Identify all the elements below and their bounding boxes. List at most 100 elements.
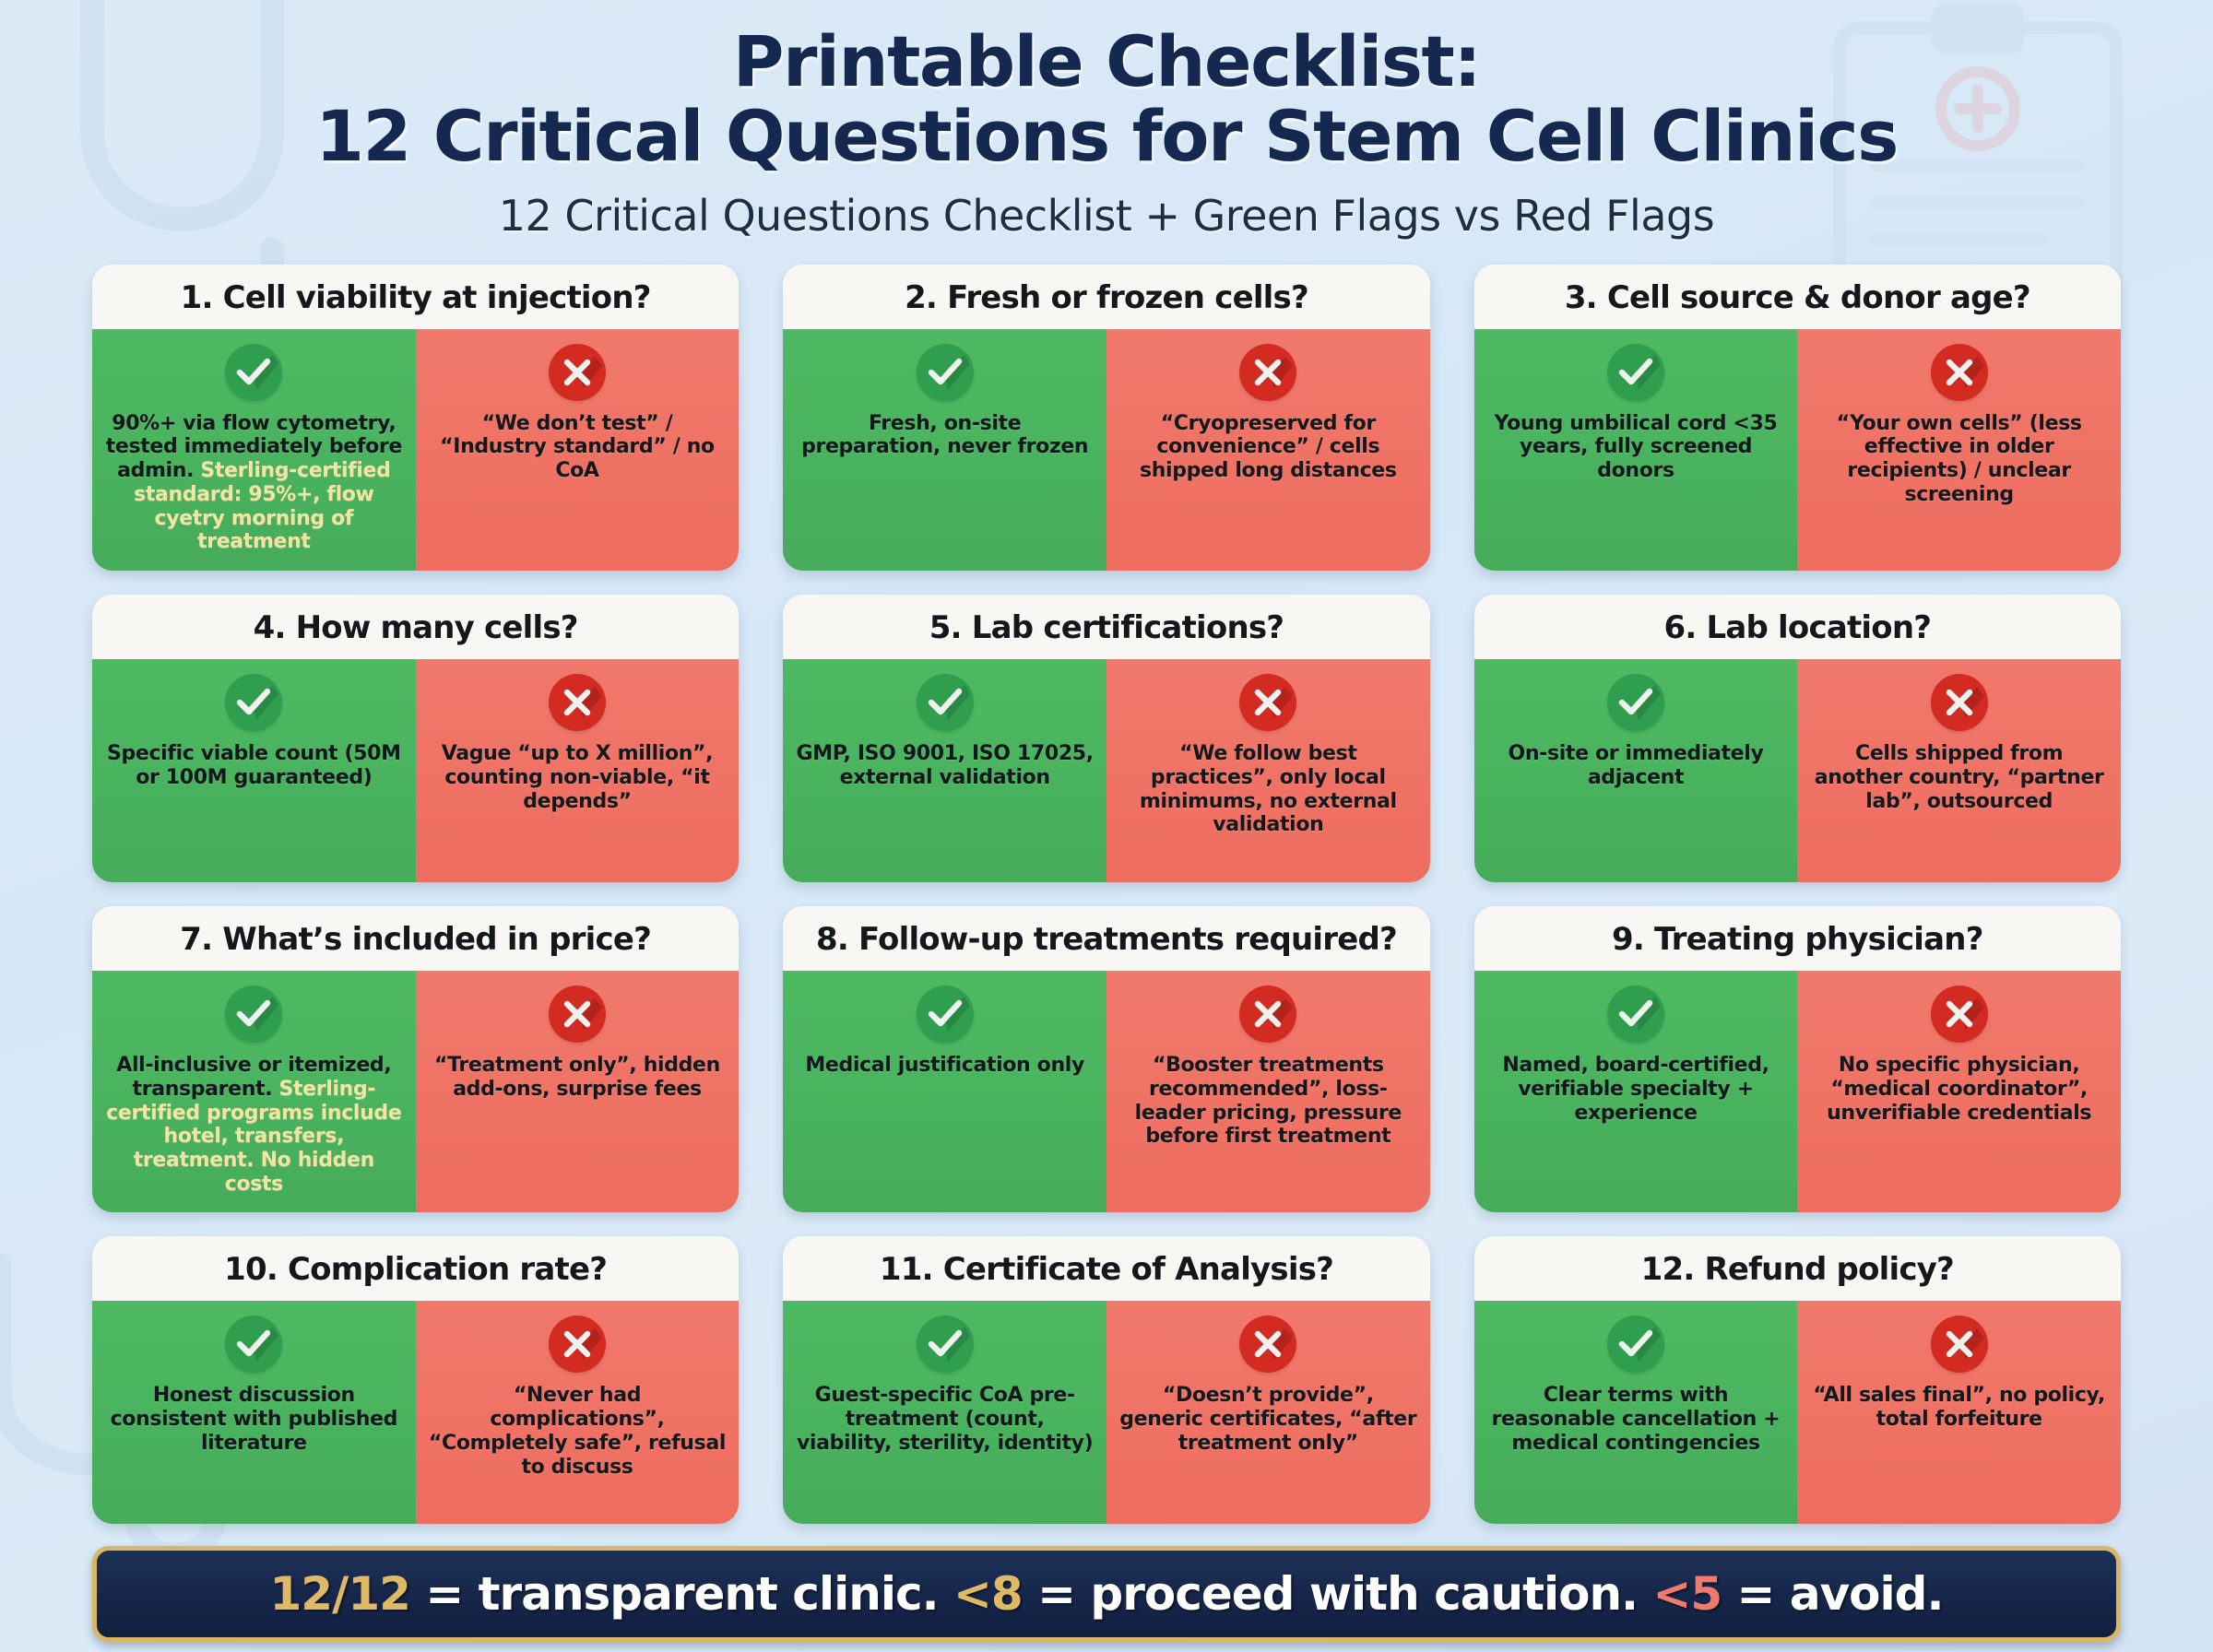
- red-flag-plain: “We follow best practices”, only local m…: [1139, 742, 1397, 837]
- red-flag-plain: “We don’t test” / “Industry standard” / …: [440, 411, 715, 483]
- green-flag-plain: Guest-specific CoA pre-treatment (count,…: [796, 1384, 1094, 1455]
- check-circle-icon: [1606, 674, 1664, 732]
- checklist-card: 3. Cell source & donor age? Young umbilic…: [1473, 264, 2121, 572]
- card-body: All-inclusive or itemized, transparent. …: [92, 971, 740, 1213]
- green-flag-text: Medical justification only: [805, 1054, 1084, 1078]
- x-circle-icon: [1930, 1316, 1988, 1374]
- checklist-card: 11. Certificate of Analysis? Guest-specif…: [783, 1236, 1430, 1525]
- card-title: 8. Follow-up treatments required?: [783, 906, 1430, 972]
- checklist-card: 5. Lab certifications? GMP, ISO 9001, ISO…: [783, 595, 1430, 883]
- card-body: On-site or immediately adjacent Cells shi…: [1473, 659, 2121, 883]
- x-circle-icon: [548, 674, 606, 732]
- green-flag-text: Guest-specific CoA pre-treatment (count,…: [796, 1384, 1094, 1455]
- card-body: 90%+ via flow cytometry, tested immediat…: [92, 328, 740, 572]
- red-flag-plain: “All sales final”, no policy, total forf…: [1813, 1384, 2105, 1432]
- green-flag-text: GMP, ISO 9001, ISO 17025, external valid…: [796, 742, 1095, 789]
- check-circle-icon: [225, 985, 283, 1044]
- checklist-card: 10. Complication rate? Honest discussion …: [92, 1236, 740, 1525]
- red-flag-plain: Vague “up to X million”, counting non-vi…: [441, 742, 714, 813]
- green-flag-plain: All-inclusive or itemized, transparent.: [116, 1054, 392, 1101]
- green-flag-panel: Medical justification only: [783, 971, 1106, 1213]
- red-flag-plain: “Never had complications”, “Completely s…: [428, 1384, 727, 1479]
- check-circle-icon: [916, 985, 974, 1044]
- check-circle-icon: [916, 343, 974, 401]
- score-caution: <8: [953, 1567, 1024, 1622]
- green-flag-panel: Honest discussion consistent with publis…: [92, 1301, 416, 1525]
- x-circle-icon: [548, 985, 606, 1044]
- green-flag-panel: GMP, ISO 9001, ISO 17025, external valid…: [783, 659, 1106, 883]
- red-flag-plain: “Treatment only”, hidden add-ons, surpri…: [434, 1054, 720, 1101]
- red-flag-panel: “Doesn’t provide”, generic certificates,…: [1106, 1301, 1430, 1525]
- x-circle-icon: [1239, 985, 1297, 1044]
- card-title: 3. Cell source & donor age?: [1473, 264, 2121, 329]
- card-title: 1. Cell viability at injection?: [92, 264, 740, 329]
- red-flag-plain: Cells shipped from another country, “par…: [1814, 742, 2104, 813]
- checklist-card: 8. Follow-up treatments required? Medical…: [783, 906, 1430, 1213]
- checklist-card: 12. Refund policy? Clear terms with reaso…: [1473, 1236, 2121, 1525]
- green-flag-panel: Young umbilical cord <35 years, fully sc…: [1473, 328, 1798, 572]
- red-flag-panel: “We follow best practices”, only local m…: [1106, 659, 1430, 883]
- red-flag-panel: “Booster treatments recommended”, loss-l…: [1106, 971, 1430, 1213]
- checklist-grid: 1. Cell viability at injection? 90%+ via …: [92, 264, 2121, 1525]
- red-flag-text: “Treatment only”, hidden add-ons, surpri…: [429, 1054, 727, 1101]
- red-flag-plain: “Doesn’t provide”, generic certificates,…: [1119, 1384, 1417, 1455]
- red-flag-text: Vague “up to X million”, counting non-vi…: [429, 742, 727, 813]
- score-text-3: = avoid.: [1722, 1567, 1945, 1622]
- green-flag-plain: GMP, ISO 9001, ISO 17025, external valid…: [796, 742, 1095, 789]
- check-circle-icon: [225, 674, 283, 732]
- checklist-card: 6. Lab location? On-site or immediately a…: [1473, 595, 2121, 883]
- x-circle-icon: [548, 343, 606, 401]
- red-flag-text: Cells shipped from another country, “par…: [1810, 742, 2108, 813]
- checklist-card: 7. What’s included in price? All-inclusiv…: [92, 906, 740, 1213]
- score-text-2: = proceed with caution.: [1022, 1567, 1653, 1622]
- card-body: GMP, ISO 9001, ISO 17025, external valid…: [783, 659, 1430, 883]
- green-flag-highlight: Sterling-certified programs include hote…: [106, 1077, 402, 1196]
- green-flag-text: Named, board-certified, verifiable speci…: [1487, 1054, 1785, 1125]
- card-title: 2. Fresh or frozen cells?: [783, 264, 1430, 329]
- card-title: 9. Treating physician?: [1473, 906, 2121, 972]
- page-header: Printable Checklist: 12 Critical Questio…: [0, 0, 2213, 241]
- green-flag-text: Clear terms with reasonable cancellation…: [1487, 1384, 1785, 1455]
- green-flag-panel: Specific viable count (50M or 100M guara…: [92, 659, 416, 883]
- score-banner-wrap: 12/12 = transparent clinic. <8 = proceed…: [92, 1546, 2121, 1643]
- green-flag-text: Specific viable count (50M or 100M guara…: [105, 742, 403, 789]
- card-title: 11. Certificate of Analysis?: [783, 1236, 1430, 1302]
- green-flag-plain: Clear terms with reasonable cancellation…: [1491, 1384, 1781, 1455]
- card-title: 6. Lab location?: [1473, 595, 2121, 660]
- x-circle-icon: [1930, 343, 1988, 401]
- x-circle-icon: [1239, 343, 1297, 401]
- page-title-line-1: Printable Checklist:: [732, 20, 1482, 102]
- red-flag-panel: “We don’t test” / “Industry standard” / …: [415, 328, 740, 572]
- check-circle-icon: [1606, 985, 1664, 1044]
- green-flag-panel: 90%+ via flow cytometry, tested immediat…: [92, 328, 416, 572]
- red-flag-panel: No specific physician, “medical coordina…: [1797, 971, 2121, 1213]
- check-circle-icon: [916, 674, 974, 732]
- red-flag-text: “Booster treatments recommended”, loss-l…: [1119, 1054, 1417, 1149]
- x-circle-icon: [548, 1316, 606, 1374]
- green-flag-panel: Guest-specific CoA pre-treatment (count,…: [783, 1301, 1106, 1525]
- x-circle-icon: [1239, 674, 1297, 732]
- score-text-1: = transparent clinic.: [409, 1567, 953, 1622]
- card-title: 7. What’s included in price?: [92, 906, 740, 972]
- green-flag-plain: Young umbilical cord <35 years, fully sc…: [1494, 411, 1778, 483]
- red-flag-text: “We follow best practices”, only local m…: [1119, 742, 1417, 837]
- card-body: Fresh, on-site preparation, never frozen…: [783, 328, 1430, 572]
- green-flag-text: 90%+ via flow cytometry, tested immediat…: [105, 412, 403, 554]
- green-flag-plain: Fresh, on-site preparation, never frozen: [801, 411, 1089, 459]
- green-flag-panel: All-inclusive or itemized, transparent. …: [92, 971, 416, 1213]
- score-banner: 12/12 = transparent clinic. <8 = proceed…: [92, 1546, 2121, 1643]
- check-circle-icon: [1606, 1316, 1664, 1374]
- red-flag-panel: “All sales final”, no policy, total forf…: [1797, 1301, 2121, 1525]
- check-circle-icon: [225, 1316, 283, 1374]
- score-full: 12/12: [269, 1567, 411, 1622]
- card-title: 12. Refund policy?: [1473, 1236, 2121, 1302]
- red-flag-plain: “Cryopreserved for convenience” / cells …: [1140, 411, 1397, 483]
- checklist-card: 9. Treating physician? Named, board-certi…: [1473, 906, 2121, 1213]
- card-body: Named, board-certified, verifiable speci…: [1473, 971, 2121, 1213]
- checklist-card: 1. Cell viability at injection? 90%+ via …: [92, 264, 740, 572]
- card-body: Medical justification only “Booster treat…: [783, 971, 1430, 1213]
- green-flag-plain: Honest discussion consistent with publis…: [110, 1384, 398, 1455]
- red-flag-panel: “Treatment only”, hidden add-ons, surpri…: [415, 971, 740, 1213]
- card-body: Specific viable count (50M or 100M guara…: [92, 659, 740, 883]
- red-flag-panel: Vague “up to X million”, counting non-vi…: [415, 659, 740, 883]
